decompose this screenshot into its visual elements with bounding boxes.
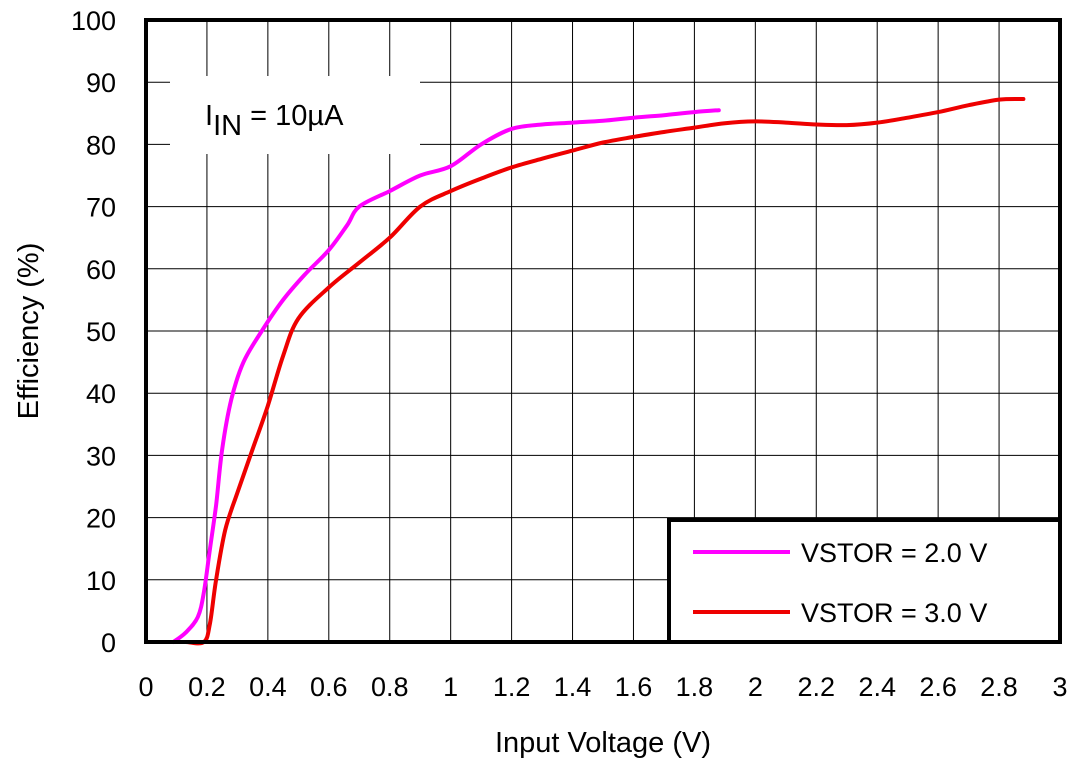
x-tick-label: 2.4 [858, 672, 896, 702]
x-tick-label: 1.8 [676, 672, 714, 702]
y-axis-title: Efficiency (%) [13, 243, 45, 420]
annotation-box: IIN = 10µA [170, 76, 420, 154]
plot-border [144, 18, 1062, 644]
x-tick-label: 1.4 [554, 672, 592, 702]
y-tick-label: 30 [86, 441, 116, 471]
y-tick-label: 100 [71, 6, 116, 36]
series-line-vstor-2v [171, 108, 721, 644]
legend: VSTOR = 2.0 V VSTOR = 3.0 V [667, 518, 1062, 644]
x-axis-title: Input Voltage (V) [495, 727, 711, 759]
legend-box [667, 518, 1062, 644]
x-tick-label: 0.4 [249, 672, 287, 702]
x-tick-label: 2.2 [797, 672, 835, 702]
legend-label-vstor-2v: VSTOR = 2.0 V [801, 538, 987, 568]
y-tick-label: 50 [86, 317, 116, 347]
y-tick-label: 10 [86, 566, 116, 596]
y-tick-label: 80 [86, 130, 116, 160]
x-axis-ticks: 0 0.2 0.4 0.6 0.8 1 1.2 1.4 1.6 1.8 2 2.2 2.4 2.6 2.8 3 [138, 672, 1067, 702]
x-tick-label: 2.8 [980, 672, 1018, 702]
y-tick-label: 0 [101, 628, 116, 658]
y-tick-label: 60 [86, 255, 116, 285]
y-tick-label: 20 [86, 504, 116, 534]
x-tick-label: 0.8 [371, 672, 409, 702]
x-tick-label: 0 [138, 672, 153, 702]
series-line-vstor-3v [171, 96, 1026, 646]
series-layer [171, 96, 1026, 646]
annotation-label: IIN = 10µA [205, 100, 344, 142]
x-tick-label: 3 [1052, 672, 1067, 702]
x-tick-label: 1.6 [615, 672, 653, 702]
y-tick-label: 90 [86, 68, 116, 98]
x-tick-label: 1 [443, 672, 458, 702]
y-tick-label: 70 [86, 193, 116, 223]
x-tick-label: 2 [748, 672, 763, 702]
y-tick-label: 40 [86, 379, 116, 409]
x-tick-label: 1.2 [493, 672, 531, 702]
y-axis-ticks: 0 10 20 30 40 50 60 70 80 90 100 [71, 6, 116, 658]
x-tick-label: 2.6 [919, 672, 957, 702]
x-tick-label: 0.2 [188, 672, 226, 702]
legend-label-vstor-3v: VSTOR = 3.0 V [801, 598, 987, 628]
x-tick-label: 0.6 [310, 672, 348, 702]
